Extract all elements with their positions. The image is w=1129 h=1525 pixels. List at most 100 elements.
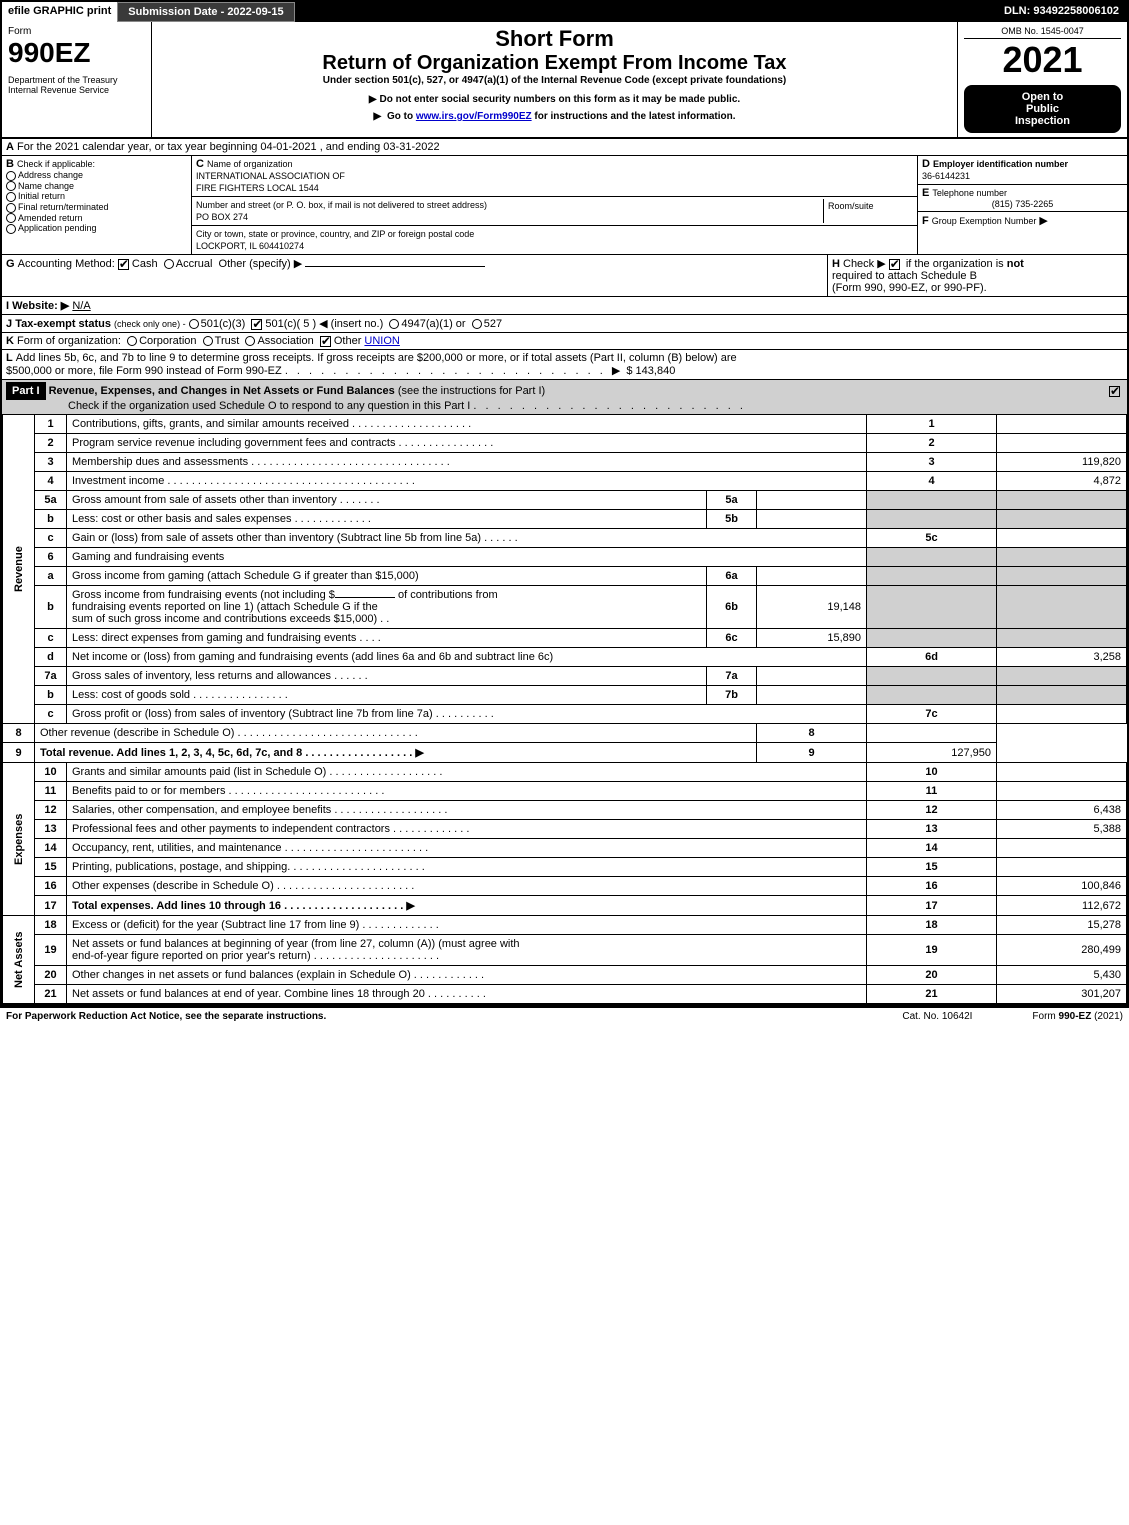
line-num: b xyxy=(35,510,67,529)
arrow-icon xyxy=(373,111,384,122)
b-option: Final return/terminated xyxy=(6,202,187,213)
b-radio[interactable] xyxy=(6,181,16,191)
irs-link[interactable]: www.irs.gov/Form990EZ xyxy=(416,111,532,122)
line-amount: 6,438 xyxy=(997,801,1127,820)
j-note: (check only one) - xyxy=(114,319,186,329)
return-title: Return of Organization Exempt From Incom… xyxy=(160,52,949,75)
accrual-radio[interactable] xyxy=(164,259,174,269)
sub-amount xyxy=(757,491,867,510)
part1-checkbox[interactable] xyxy=(1109,386,1120,397)
k-other-checkbox[interactable] xyxy=(320,336,331,347)
line-box: 7c xyxy=(867,705,997,724)
line-num: 9 xyxy=(3,743,35,763)
line-text: Grants and similar amounts paid (list in… xyxy=(67,763,867,782)
header-left: Form 990EZ Department of the Treasury In… xyxy=(2,22,152,137)
line-text: Total expenses. Add lines 10 through 16 … xyxy=(67,896,867,916)
b-label: Check if applicable: xyxy=(17,159,95,169)
k-corp-radio[interactable] xyxy=(127,336,137,346)
sub-box: 5a xyxy=(707,491,757,510)
line-text: Less: cost or other basis and sales expe… xyxy=(67,510,707,529)
line-row: 3Membership dues and assessments . . . .… xyxy=(3,453,1127,472)
efile-print[interactable]: efile GRAPHIC print xyxy=(2,2,117,22)
b-radio[interactable] xyxy=(6,192,16,202)
j1: 501(c)(3) xyxy=(201,318,246,330)
line-num: 19 xyxy=(35,935,67,966)
line-text: Gross amount from sale of assets other t… xyxy=(67,491,707,510)
line-num: 6 xyxy=(35,548,67,567)
line-row: 9Total revenue. Add lines 1, 2, 3, 4, 5c… xyxy=(3,743,1127,763)
line-text: Occupancy, rent, utilities, and maintena… xyxy=(67,839,867,858)
line-box: 2 xyxy=(867,434,997,453)
j-501c3-radio[interactable] xyxy=(189,319,199,329)
city-row: City or town, state or province, country… xyxy=(192,226,917,254)
g-cash: Cash xyxy=(132,258,158,270)
i-row: I Website: ▶ N/A xyxy=(2,296,1127,314)
line-num: 8 xyxy=(3,724,35,743)
j-527-radio[interactable] xyxy=(472,319,482,329)
line-amount xyxy=(997,415,1127,434)
line-num: 11 xyxy=(35,782,67,801)
sub-box: 6c xyxy=(707,629,757,648)
line-num: 16 xyxy=(35,877,67,896)
d-label: Employer identification number xyxy=(933,159,1068,169)
part1-table: Revenue1Contributions, gifts, grants, an… xyxy=(2,414,1127,1004)
goto-pre: Go to xyxy=(387,111,416,122)
line-a: A For the 2021 calendar year, or tax yea… xyxy=(2,138,1127,155)
omb-number: OMB No. 1545-0047 xyxy=(964,26,1121,39)
line-num: 3 xyxy=(35,453,67,472)
b-radio[interactable] xyxy=(6,213,16,223)
g-accrual: Accrual xyxy=(176,258,213,270)
sub-box: 7a xyxy=(707,667,757,686)
line-row: bLess: cost or other basis and sales exp… xyxy=(3,510,1127,529)
line-box: 8 xyxy=(757,724,867,743)
line-amount: 5,388 xyxy=(997,820,1127,839)
line-row: bLess: cost of goods sold . . . . . . . … xyxy=(3,686,1127,705)
k-trust-radio[interactable] xyxy=(203,336,213,346)
j-501c-checkbox[interactable] xyxy=(251,319,262,330)
other-specify-line[interactable] xyxy=(305,266,485,267)
line-row: 20Other changes in net assets or fund ba… xyxy=(3,966,1127,985)
k-assoc-radio[interactable] xyxy=(245,336,255,346)
line-text: Other revenue (describe in Schedule O) .… xyxy=(35,724,757,743)
city-value: LOCKPORT, IL 604410274 xyxy=(196,241,304,251)
line-row: aGross income from gaming (attach Schedu… xyxy=(3,567,1127,586)
box-f: F Group Exemption Number ▶ xyxy=(918,212,1127,229)
k-label: Form of organization: xyxy=(17,335,121,347)
form-frame: efile GRAPHIC print Submission Date - 20… xyxy=(0,0,1129,1006)
k-other-value[interactable]: UNION xyxy=(364,335,399,347)
sub-amount xyxy=(757,667,867,686)
line-row: cLess: direct expenses from gaming and f… xyxy=(3,629,1127,648)
form-word: Form xyxy=(8,26,145,37)
b-option: Amended return xyxy=(6,213,187,224)
b-option: Initial return xyxy=(6,191,187,202)
sub-box: 6a xyxy=(707,567,757,586)
line-box: 19 xyxy=(867,935,997,966)
line-box: 21 xyxy=(867,985,997,1004)
line-num: b xyxy=(35,586,67,629)
l-amt: $ 143,840 xyxy=(626,365,675,377)
line-box: 9 xyxy=(757,743,867,763)
b-radio[interactable] xyxy=(6,203,16,213)
cash-checkbox[interactable] xyxy=(118,259,129,270)
dept-treasury: Department of the Treasury xyxy=(8,75,145,85)
line-row: Net Assets18Excess or (deficit) for the … xyxy=(3,916,1127,935)
open-to-public: Open to Public Inspection xyxy=(964,85,1121,133)
h-checkbox[interactable] xyxy=(889,259,900,270)
grey-amount xyxy=(997,510,1127,529)
j-4947-radio[interactable] xyxy=(389,319,399,329)
b-options: Address changeName changeInitial returnF… xyxy=(6,170,187,234)
line-box: 1 xyxy=(867,415,997,434)
line-num: 15 xyxy=(35,858,67,877)
box-b: B Check if applicable: Address changeNam… xyxy=(2,156,192,254)
form-header: Form 990EZ Department of the Treasury In… xyxy=(2,22,1127,138)
b-radio[interactable] xyxy=(6,224,16,234)
line-row: bGross income from fundraising events (n… xyxy=(3,586,1127,629)
line-amount xyxy=(997,529,1127,548)
line-text: Contributions, gifts, grants, and simila… xyxy=(67,415,867,434)
b-radio[interactable] xyxy=(6,171,16,181)
line-amount: 100,846 xyxy=(997,877,1127,896)
line-num: 7a xyxy=(35,667,67,686)
line-text: Gain or (loss) from sale of assets other… xyxy=(67,529,867,548)
line-num: a xyxy=(35,567,67,586)
sub-amount: 15,890 xyxy=(757,629,867,648)
